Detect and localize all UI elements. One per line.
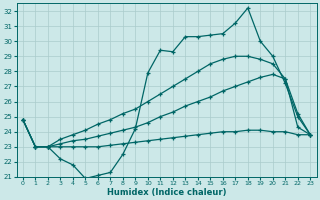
X-axis label: Humidex (Indice chaleur): Humidex (Indice chaleur) xyxy=(107,188,226,197)
